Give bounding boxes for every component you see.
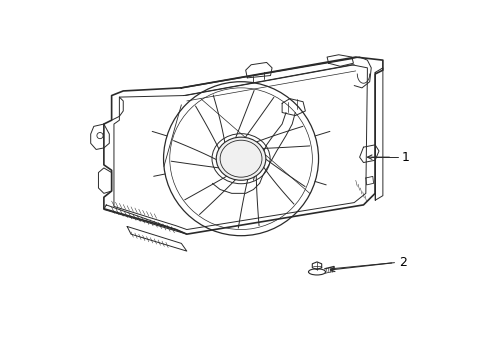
Text: 1: 1 [401,150,409,164]
Text: 2: 2 [399,256,407,269]
Ellipse shape [216,137,266,180]
